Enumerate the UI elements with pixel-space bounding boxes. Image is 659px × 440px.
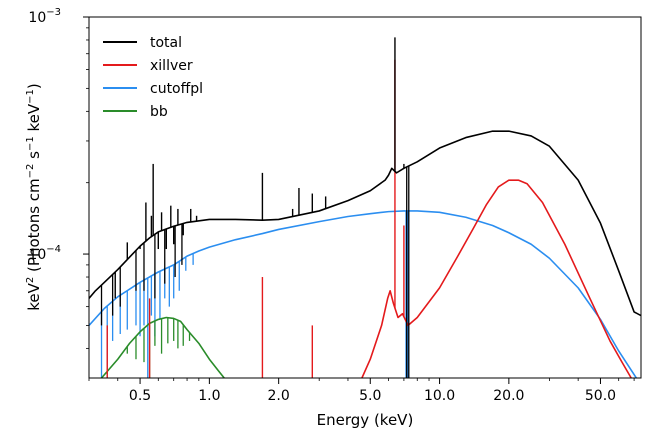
series-xillver-line: [361, 179, 632, 378]
x-tick-label: 20.0: [493, 388, 524, 404]
x-tick-label: 10.0: [424, 388, 455, 404]
plot-area: [88, 16, 642, 379]
ticks-layer: 0.5 1.0 2.0 5.0 10.0 20.0 50.0 10−4 10−3: [28, 7, 635, 404]
series-bb-line: [100, 316, 225, 378]
series-total: [89, 37, 641, 378]
x-axis-label: Energy (keV): [317, 411, 414, 429]
legend-label-cutoffpl: cutoffpl: [150, 81, 203, 97]
y-tick-label: 10−3: [28, 7, 61, 26]
legend-label-bb: bb: [150, 104, 168, 120]
series-layer: [89, 37, 641, 378]
legend-label-total: total: [150, 35, 182, 51]
legend-label-xillver: xillver: [150, 58, 193, 74]
series-total-line: [89, 130, 641, 317]
x-tick-label: 50.0: [585, 388, 616, 404]
y-tick-label: 10−4: [28, 244, 61, 263]
x-tick-label: 0.5: [129, 388, 151, 404]
x-tick-label: 2.0: [268, 388, 290, 404]
series-cutoffpl-line: [89, 210, 638, 378]
x-tick-label: 5.0: [359, 388, 381, 404]
legend: total xillver cutoffpl bb: [103, 35, 203, 120]
x-tick-label: 1.0: [198, 388, 220, 404]
y-axis-label: keV2 (Photons cm−2 s−1 keV−1): [25, 83, 43, 311]
plot-frame: [88, 16, 642, 379]
